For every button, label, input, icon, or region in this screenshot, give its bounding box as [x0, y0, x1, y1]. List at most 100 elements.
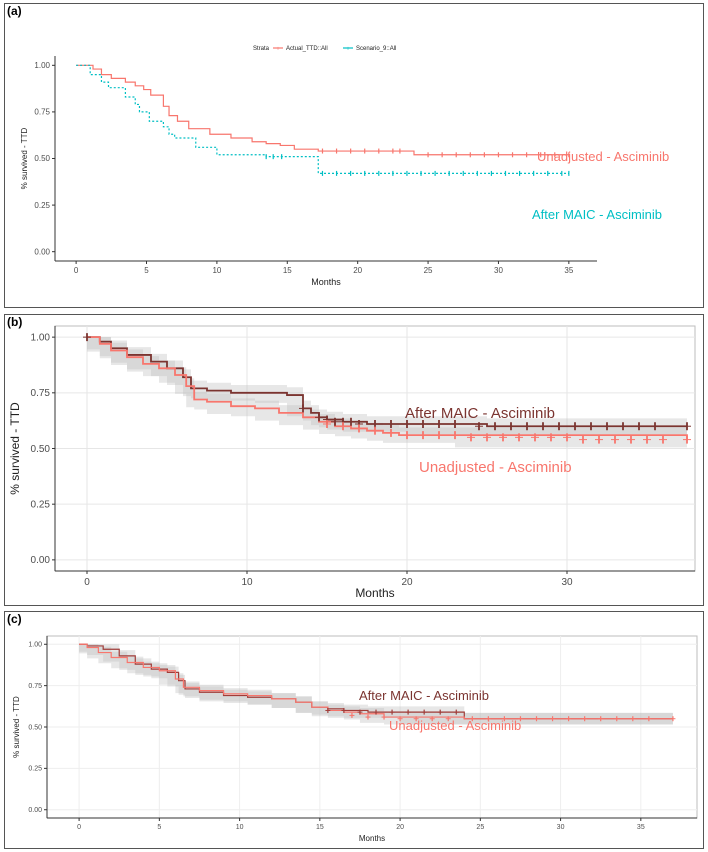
series-line [87, 336, 688, 440]
censor-mark [429, 716, 435, 722]
confidence-band [79, 644, 673, 725]
censor-mark [445, 716, 451, 722]
annotation-label: After MAIC - Asciminib [359, 688, 489, 703]
panel-a: (a) 0 5 10 15 20 25 30 35 0.00 0.25 0.50 0.75 1.00 Mo… [4, 3, 704, 308]
censor-mark [419, 420, 427, 428]
panel-label-b: (b) [7, 315, 23, 329]
km-chart-b: 0 10 20 30 0.00 0.25 0.50 0.75 1.00 Months % survi… [8, 325, 696, 600]
censor-mark [499, 433, 507, 442]
censor-mark [531, 433, 539, 442]
x-tick-label: 10 [241, 577, 253, 588]
y-axis-label: % survived - TTD [20, 127, 29, 189]
censor-mark [405, 709, 411, 715]
censor-mark [421, 709, 427, 715]
censor-mark [381, 714, 387, 720]
censor-mark [475, 422, 483, 431]
censor-mark [483, 433, 491, 442]
annotation-label: Unadjusted - Asciminib [419, 459, 572, 476]
km-chart-a: 0 5 10 15 20 25 30 35 0.00 0.25 0.50 0.75 1.00 Months… [20, 46, 669, 287]
censor-mark [331, 417, 339, 426]
censor-mark [469, 716, 475, 722]
y-tick-label: 0.75 [31, 388, 51, 399]
censor-mark [587, 422, 595, 431]
censor-mark [571, 422, 579, 431]
censor-mark [619, 422, 627, 431]
censor-mark [550, 716, 556, 722]
x-tick-label: 0 [84, 577, 90, 588]
censor-mark [603, 422, 611, 431]
x-tick-label: 5 [144, 266, 149, 275]
annotation-label: After MAIC - Asciminib [532, 207, 662, 222]
y-tick-label: 0.50 [31, 444, 51, 455]
y-tick-label: 0.25 [28, 766, 42, 773]
censor-mark [579, 435, 587, 444]
censor-mark [517, 716, 523, 722]
censor-mark [563, 433, 571, 442]
series-line [76, 64, 569, 156]
x-tick-label: 20 [353, 266, 362, 275]
censor-mark [371, 426, 379, 435]
y-tick-label: 0.00 [34, 247, 50, 256]
x-axis-label: Months [355, 586, 394, 600]
y-tick-label: 0.75 [34, 108, 50, 117]
censor-mark [315, 413, 323, 422]
censor-mark [341, 707, 347, 713]
x-tick-label: 5 [157, 824, 161, 831]
censor-mark [598, 716, 604, 722]
x-tick-label: 10 [236, 824, 244, 831]
censor-mark [491, 422, 499, 431]
annotation-label: Unadjusted - Asciminib [389, 718, 521, 733]
panel-label-a: (a) [7, 4, 22, 18]
censor-mark [659, 435, 667, 444]
y-tick-label: 1.00 [31, 332, 51, 343]
censor-mark [582, 716, 588, 722]
censor-mark [413, 716, 419, 722]
annotation-label: After MAIC - Asciminib [405, 405, 555, 422]
x-tick-label: 30 [561, 577, 573, 588]
y-tick-label: 0.50 [28, 724, 42, 731]
legend-title: Strata [253, 46, 270, 52]
km-chart-c: 0 5 10 15 20 25 30 35 0.00 0.25 0.50 0.75 1.00 Months… [12, 635, 698, 843]
censor-mark [387, 428, 395, 437]
x-tick-label: 30 [557, 824, 565, 831]
x-tick-label: 30 [494, 266, 503, 275]
x-axis-label: Months [359, 834, 385, 843]
censor-mark [453, 709, 459, 715]
censor-mark [630, 716, 636, 722]
series-line [76, 64, 569, 175]
y-tick-label: 1.00 [28, 642, 42, 649]
censor-mark [451, 431, 459, 440]
censor-mark [357, 709, 363, 715]
y-tick-label: 0.25 [34, 201, 50, 210]
annotation-label: Unadjusted - Asciminib [537, 149, 669, 164]
censor-mark [419, 431, 427, 440]
censor-mark [451, 420, 459, 428]
x-tick-label: 25 [424, 266, 433, 275]
x-tick-label: 20 [401, 577, 413, 588]
censor-mark [397, 716, 403, 722]
censor-mark [323, 420, 331, 428]
y-tick-label: 0.00 [28, 807, 42, 814]
censor-mark [437, 709, 443, 715]
censor-mark [435, 431, 443, 440]
x-axis-label: Months [311, 277, 341, 287]
censor-mark [83, 333, 91, 342]
series-line [79, 643, 673, 720]
legend-entry-label: Actual_TTD::All [286, 46, 328, 52]
legend-marker: + [346, 47, 350, 53]
censor-mark [555, 422, 563, 431]
censor-mark [627, 435, 635, 444]
x-tick-label: 15 [316, 824, 324, 831]
censor-mark [299, 404, 307, 413]
censor-mark [547, 433, 555, 442]
censor-mark [523, 422, 531, 431]
panel-label-c: (c) [7, 612, 22, 626]
x-tick-label: 15 [283, 266, 292, 275]
censor-mark [515, 433, 523, 442]
x-tick-label: 35 [637, 824, 645, 831]
censor-mark [347, 417, 355, 426]
censor-mark [467, 433, 475, 442]
censor-mark [683, 435, 691, 444]
y-tick-label: 0.00 [31, 555, 51, 566]
censor-mark [373, 709, 379, 715]
